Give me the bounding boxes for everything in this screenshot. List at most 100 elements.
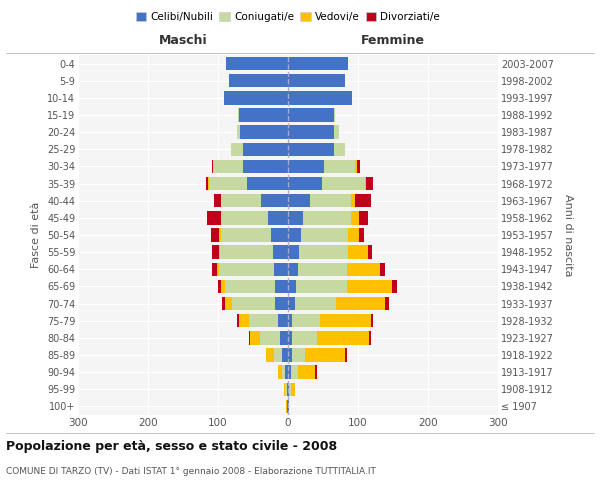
Bar [249, 314, 278, 328]
Bar [217, 262, 220, 276]
Bar [213, 160, 242, 173]
Bar [266, 348, 274, 362]
Bar [288, 57, 347, 70]
Bar [212, 160, 213, 173]
Y-axis label: Fasce di età: Fasce di età [31, 202, 41, 268]
Bar [212, 262, 217, 276]
Bar [288, 382, 289, 396]
Bar [220, 228, 221, 241]
Bar [301, 228, 348, 241]
Bar [380, 262, 385, 276]
Bar [392, 280, 397, 293]
Bar [260, 331, 280, 344]
Bar [288, 142, 334, 156]
Bar [209, 177, 247, 190]
Bar [214, 194, 221, 207]
Bar [288, 108, 334, 122]
Bar [367, 177, 373, 190]
Bar [285, 366, 288, 379]
Bar [280, 331, 288, 344]
Bar [298, 262, 347, 276]
Bar [288, 366, 291, 379]
Bar [355, 194, 371, 207]
Bar [348, 228, 359, 241]
Bar [359, 228, 364, 241]
Bar [239, 314, 249, 328]
Bar [220, 262, 274, 276]
Bar [346, 348, 347, 362]
Text: Maschi: Maschi [158, 34, 208, 48]
Bar [218, 246, 220, 259]
Bar [277, 366, 282, 379]
Bar [316, 366, 317, 379]
Bar [218, 280, 221, 293]
Bar [347, 262, 380, 276]
Bar [288, 400, 289, 413]
Bar [224, 91, 288, 104]
Bar [288, 280, 296, 293]
Bar [288, 194, 310, 207]
Bar [368, 246, 372, 259]
Bar [271, 228, 288, 241]
Bar [226, 57, 288, 70]
Bar [237, 314, 239, 328]
Bar [299, 246, 348, 259]
Bar [283, 348, 288, 362]
Bar [320, 314, 371, 328]
Bar [351, 211, 359, 224]
Text: Femmine: Femmine [361, 34, 425, 48]
Bar [288, 160, 325, 173]
Bar [221, 211, 268, 224]
Bar [291, 382, 295, 396]
Bar [304, 211, 351, 224]
Bar [348, 246, 368, 259]
Bar [272, 246, 288, 259]
Bar [221, 228, 271, 241]
Bar [241, 126, 288, 139]
Bar [359, 211, 368, 224]
Bar [275, 297, 288, 310]
Bar [274, 348, 283, 362]
Bar [289, 382, 291, 396]
Bar [286, 400, 287, 413]
Bar [365, 177, 367, 190]
Bar [250, 331, 260, 344]
Bar [288, 262, 298, 276]
Bar [371, 314, 373, 328]
Bar [278, 314, 288, 328]
Bar [287, 382, 288, 396]
Bar [232, 297, 275, 310]
Bar [335, 297, 385, 310]
Bar [288, 228, 301, 241]
Bar [242, 160, 288, 173]
Bar [288, 211, 304, 224]
Bar [334, 108, 335, 122]
Bar [274, 262, 288, 276]
Bar [225, 280, 275, 293]
Bar [242, 142, 288, 156]
Legend: Celibi/Nubili, Coniugati/e, Vedovi/e, Divorziati/e: Celibi/Nubili, Coniugati/e, Vedovi/e, Di… [131, 8, 445, 26]
Bar [369, 331, 371, 344]
Bar [221, 280, 225, 293]
Bar [351, 194, 355, 207]
Bar [305, 348, 346, 362]
Bar [288, 126, 334, 139]
Bar [355, 160, 356, 173]
Bar [282, 366, 285, 379]
Bar [285, 382, 287, 396]
Bar [237, 126, 241, 139]
Bar [207, 211, 221, 224]
Bar [356, 160, 360, 173]
Text: COMUNE DI TARZO (TV) - Dati ISTAT 1° gennaio 2008 - Elaborazione TUTTITALIA.IT: COMUNE DI TARZO (TV) - Dati ISTAT 1° gen… [6, 468, 376, 476]
Bar [292, 314, 320, 328]
Bar [288, 297, 295, 310]
Text: Popolazione per età, sesso e stato civile - 2008: Popolazione per età, sesso e stato civil… [6, 440, 337, 453]
Bar [288, 314, 292, 328]
Bar [347, 280, 392, 293]
Bar [288, 91, 352, 104]
Bar [295, 297, 335, 310]
Bar [310, 194, 351, 207]
Bar [220, 246, 272, 259]
Bar [322, 177, 365, 190]
Bar [262, 194, 288, 207]
